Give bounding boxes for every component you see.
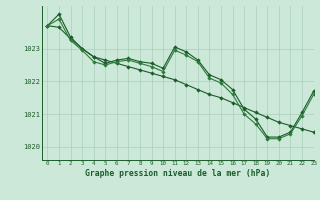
X-axis label: Graphe pression niveau de la mer (hPa): Graphe pression niveau de la mer (hPa) [85,169,270,178]
